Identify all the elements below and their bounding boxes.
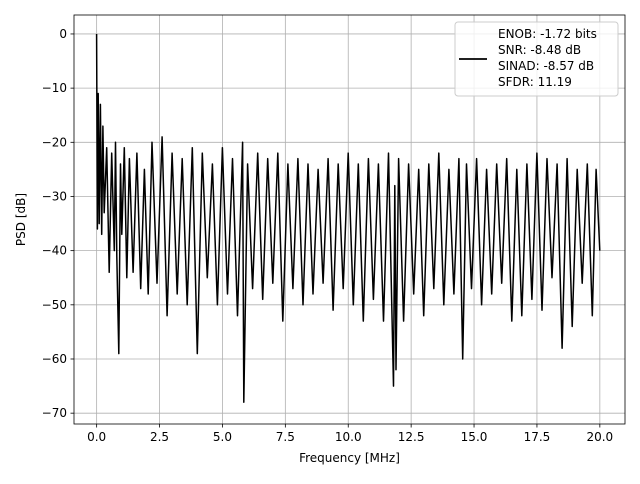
y-tick-label: −40 xyxy=(42,244,67,258)
x-tick-label: 10.0 xyxy=(335,430,362,444)
x-tick-label: 12.5 xyxy=(398,430,425,444)
series-layer xyxy=(95,33,601,404)
y-tick-label: −10 xyxy=(42,81,67,95)
x-tick-label: 5.0 xyxy=(213,430,232,444)
x-tick-label: 17.5 xyxy=(524,430,551,444)
x-axis-label: Frequency [MHz] xyxy=(299,451,400,465)
y-tick-label: 0 xyxy=(59,27,67,41)
legend-snr: SNR: -8.48 dB xyxy=(498,43,581,57)
x-tick-label: 15.0 xyxy=(461,430,488,444)
legend-enob: ENOB: -1.72 bits xyxy=(498,27,597,41)
y-axis-ticks: 0 −10 −20 −30 −40 −50 −60 −70 xyxy=(42,27,74,420)
psd-series-line xyxy=(95,33,601,404)
axes-frame xyxy=(73,14,626,425)
y-axis-label: PSD [dB] xyxy=(14,193,28,246)
x-axis-ticks: 0.0 2.5 5.0 7.5 10.0 12.5 15.0 17.5 20.0 xyxy=(87,424,613,444)
y-tick-label: −20 xyxy=(42,135,67,149)
y-tick-label: −50 xyxy=(42,298,67,312)
x-tick-label: 2.5 xyxy=(150,430,169,444)
x-tick-label: 7.5 xyxy=(276,430,295,444)
legend-sfdr: SFDR: 11.19 xyxy=(498,75,572,89)
y-tick-label: −30 xyxy=(42,189,67,203)
legend: ENOB: -1.72 bits SNR: -8.48 dB SINAD: -8… xyxy=(454,21,619,97)
legend-box xyxy=(454,21,619,97)
y-tick-label: −70 xyxy=(42,406,67,420)
y-tick-label: −60 xyxy=(42,352,67,366)
x-tick-label: 20.0 xyxy=(586,430,613,444)
x-tick-label: 0.0 xyxy=(87,430,106,444)
legend-sinad: SINAD: -8.57 dB xyxy=(498,59,594,73)
